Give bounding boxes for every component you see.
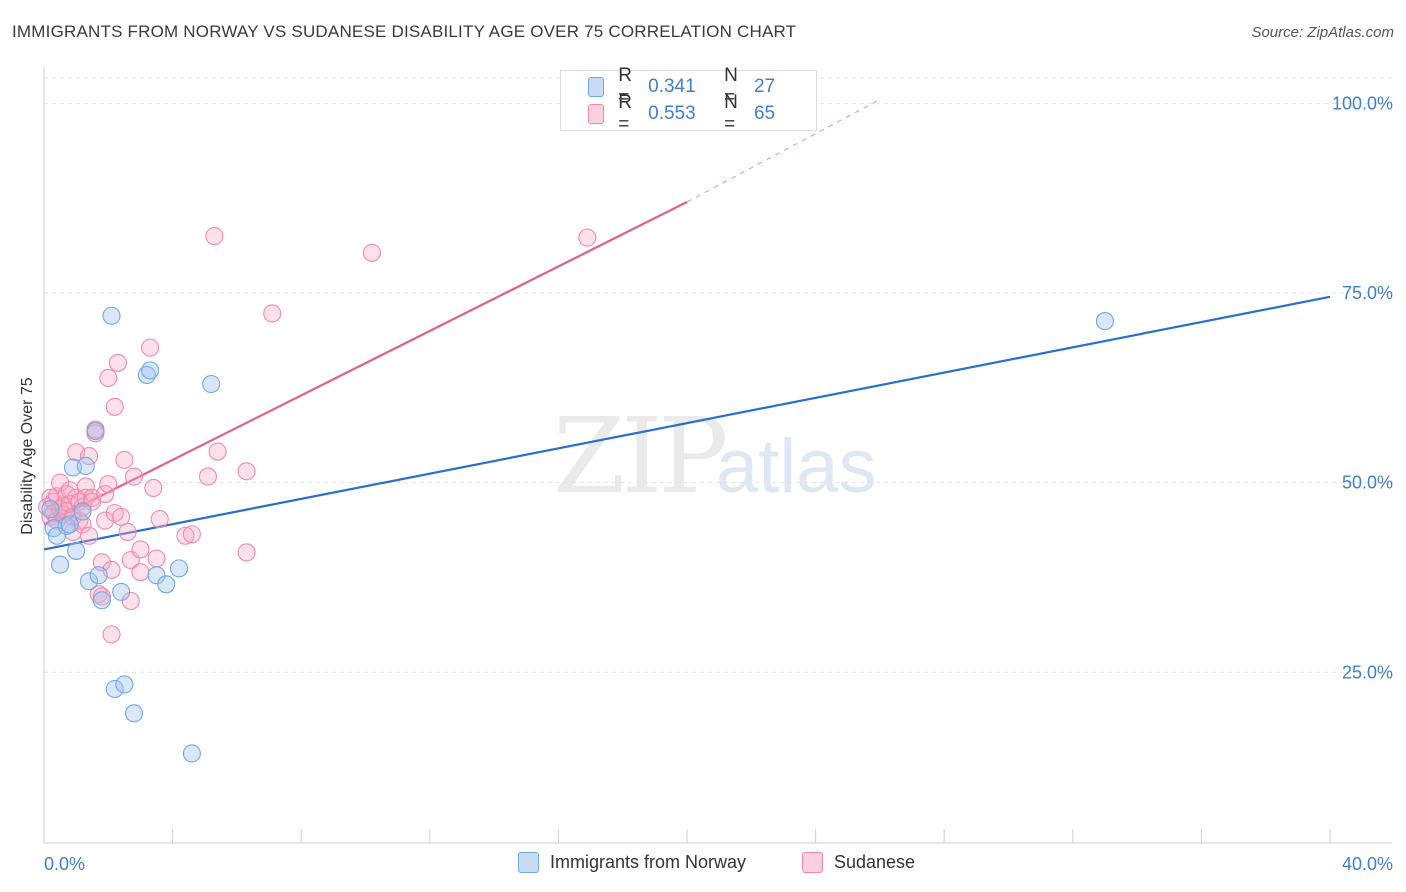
point-sudanese: [102, 625, 121, 644]
point-norway: [202, 374, 221, 394]
bottom-legend-sudanese: Sudanese: [802, 852, 915, 873]
point-norway: [182, 744, 201, 763]
point-norway: [47, 526, 66, 545]
y-tick-label: 50.0%: [1342, 473, 1393, 493]
point-sudanese: [124, 467, 144, 486]
legend-r-value: 0.553: [648, 103, 696, 124]
y-tick-label: 100.0%: [1332, 93, 1393, 113]
point-norway: [73, 502, 92, 521]
watermark-atlas: atlas: [716, 424, 877, 509]
point-sudanese: [176, 526, 195, 545]
bottom-legend-label-norway: Immigrants from Norway: [550, 852, 747, 872]
legend-r-value: 0.341: [648, 76, 696, 97]
point-norway: [76, 456, 95, 476]
legend-row-sudanese: R = 0.553 N = 65: [588, 92, 816, 135]
legend-r-label: R =: [618, 92, 632, 135]
point-sudanese: [112, 507, 131, 526]
point-norway: [67, 541, 86, 560]
point-sudanese: [96, 484, 115, 504]
point-norway: [102, 306, 121, 325]
point-sudanese: [73, 515, 92, 534]
point-sudanese: [144, 478, 163, 498]
point-sudanese: [182, 525, 201, 544]
point-sudanese: [131, 563, 150, 582]
point-sudanese: [118, 522, 137, 542]
trend-lines: [43, 99, 1331, 551]
point-norway: [60, 515, 79, 534]
point-sudanese: [115, 450, 134, 469]
point-sudanese: [79, 447, 99, 466]
point-sudanese: [205, 227, 224, 246]
point-sudanese: [208, 442, 227, 461]
trend-line-extension-sudanese: [686, 99, 881, 203]
point-norway: [141, 361, 160, 380]
y-tick-label: 75.0%: [1342, 283, 1393, 303]
point-norway: [92, 591, 111, 610]
legend-n-label: N =: [724, 92, 738, 135]
point-sudanese: [362, 243, 381, 262]
legend-swatch-norway: [588, 77, 605, 97]
point-norway: [51, 555, 70, 574]
point-norway: [147, 566, 166, 585]
bottom-legend-swatch-norway: [518, 852, 539, 873]
legend-n-value: 65: [753, 103, 776, 124]
legend: R = 0.341 N = 27 R = 0.553 N = 65: [560, 65, 817, 135]
point-norway: [124, 704, 144, 723]
point-norway: [57, 516, 76, 535]
y-tick-label: 25.0%: [1342, 662, 1393, 682]
point-sudanese: [105, 397, 124, 416]
point-sudanese: [578, 228, 597, 247]
legend-swatch-sudanese: [588, 104, 605, 124]
x-tick-label: 0.0%: [44, 854, 85, 874]
point-sudanese: [99, 368, 118, 388]
point-sudanese: [121, 591, 140, 611]
tick-labels: 25.0% 50.0% 75.0% 100.0% 0.0% 40.0%: [44, 93, 1393, 874]
point-sudanese: [237, 543, 256, 562]
point-norway: [169, 559, 189, 578]
legend-row-norway: R = 0.341 N = 27: [588, 65, 816, 108]
watermark-zip: ZIP: [553, 395, 728, 517]
bottom-legend-swatch-sudanese: [802, 852, 823, 873]
point-norway: [79, 572, 99, 591]
point-norway: [157, 575, 176, 594]
gridlines: [44, 77, 1392, 673]
axes: [43, 67, 1392, 844]
point-sudanese: [51, 473, 70, 492]
point-sudanese: [150, 510, 169, 529]
point-norway: [41, 500, 60, 519]
point-norway: [112, 582, 131, 601]
point-norway: [89, 566, 108, 585]
point-sudanese: [237, 462, 256, 481]
chart-title: IMMIGRANTS FROM NORWAY VS SUDANESE DISAB…: [12, 22, 797, 41]
point-sudanese: [263, 304, 282, 323]
point-norway: [105, 679, 124, 699]
point-sudanese: [92, 587, 111, 606]
x-tick-label: 40.0%: [1342, 854, 1393, 874]
point-sudanese: [131, 540, 150, 559]
legend-n-label: N =: [724, 65, 738, 108]
trend-line-sudanese: [43, 200, 688, 526]
point-norway: [1095, 312, 1114, 331]
point-sudanese: [108, 353, 127, 372]
source-label: Source: ZipAtlas.com: [1251, 24, 1394, 41]
point-sudanese: [99, 475, 118, 494]
point-norway: [115, 675, 134, 694]
bottom-legend-norway: Immigrants from Norway: [518, 852, 746, 873]
point-sudanese: [198, 467, 218, 486]
trend-line-norway: [43, 295, 1331, 551]
point-sudanese: [141, 338, 160, 357]
point-sudanese: [147, 549, 166, 568]
point-norway: [86, 422, 105, 441]
data-points: [38, 227, 1114, 763]
bottom-legend-label-sudanese: Sudanese: [834, 852, 916, 872]
point-sudanese: [79, 526, 99, 545]
legend-n-value: 27: [753, 76, 776, 97]
legend-r-label: R =: [618, 65, 632, 108]
